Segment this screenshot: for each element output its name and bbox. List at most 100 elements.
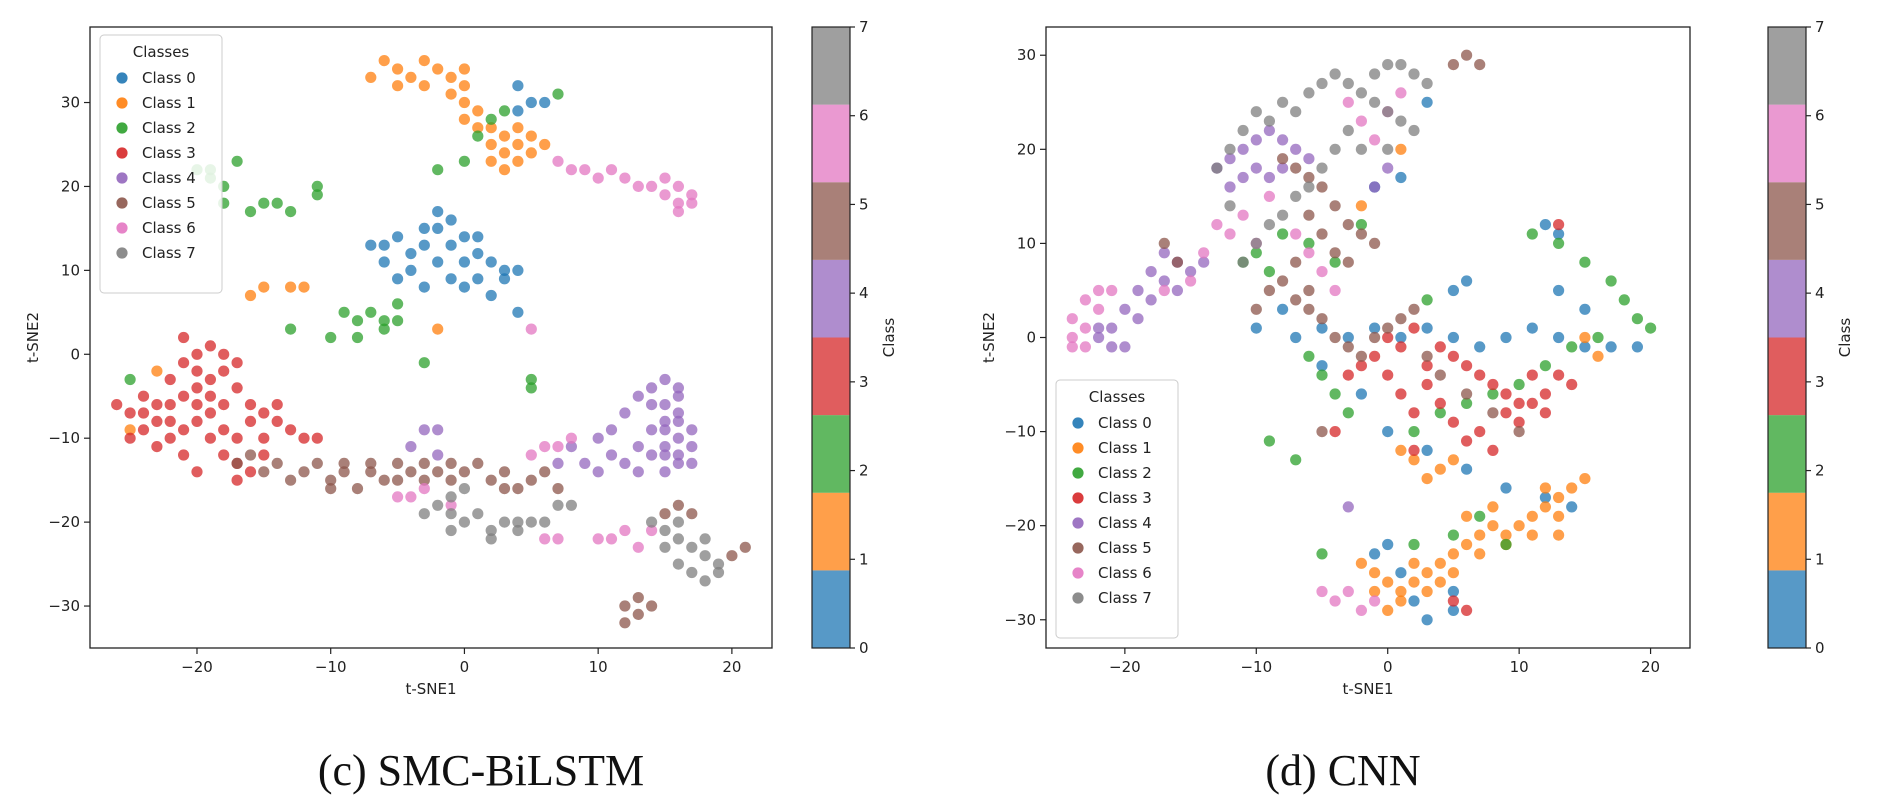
point [632, 441, 644, 453]
point [712, 558, 725, 570]
series-class-7 [1211, 59, 1433, 268]
point [1461, 397, 1473, 409]
point [432, 499, 444, 511]
legend-title: Classes [133, 43, 190, 61]
point [1237, 171, 1249, 184]
point [244, 399, 257, 411]
point [1395, 115, 1407, 127]
point [592, 533, 604, 545]
point [445, 273, 457, 285]
legend-marker [116, 122, 128, 134]
point [1329, 388, 1341, 400]
point [1487, 378, 1499, 391]
point [1369, 68, 1381, 80]
point [1158, 247, 1170, 259]
point [498, 105, 511, 117]
point [1526, 322, 1538, 334]
point [151, 441, 163, 453]
point [137, 407, 150, 419]
point [672, 197, 685, 209]
point [565, 441, 578, 453]
point [1290, 331, 1302, 344]
point [659, 415, 671, 427]
colorbar-tick-label: 4 [1815, 284, 1825, 302]
point [458, 466, 470, 478]
point [1618, 294, 1630, 306]
legend-marker [116, 247, 128, 259]
point [1119, 303, 1131, 315]
point [552, 155, 564, 167]
point [111, 399, 123, 411]
point [1579, 341, 1591, 353]
point [338, 466, 350, 478]
point [1106, 341, 1118, 353]
point [1355, 200, 1367, 212]
x-tick-label: 10 [589, 658, 608, 676]
point [445, 508, 457, 520]
legend: Classes Class 0 Class 1 Class 2 Class 3 Class… [1055, 379, 1179, 639]
point [1342, 331, 1354, 344]
point [646, 399, 658, 411]
point [418, 457, 430, 469]
point [619, 524, 631, 537]
point [672, 390, 685, 402]
point [1369, 548, 1381, 560]
point [1303, 284, 1315, 297]
point [432, 222, 444, 234]
point [378, 315, 390, 327]
point [672, 449, 685, 461]
point [672, 457, 685, 469]
point [418, 357, 430, 369]
point [525, 147, 537, 159]
point [432, 323, 444, 335]
point [1382, 369, 1394, 381]
point [1369, 595, 1381, 607]
legend-entry: Class 2 [1098, 464, 1152, 482]
point [1434, 341, 1446, 353]
legend-entry: Class 6 [142, 219, 196, 237]
x-tick-label: −20 [1109, 658, 1141, 676]
colorbar-segment [1768, 570, 1806, 648]
point [525, 323, 537, 335]
point [1461, 463, 1473, 475]
point [418, 474, 430, 486]
point [378, 256, 390, 268]
point [151, 399, 163, 411]
point [525, 516, 537, 528]
point [1237, 256, 1249, 268]
point [1355, 557, 1367, 569]
legend-entry: Class 5 [1098, 539, 1152, 557]
point [1461, 538, 1473, 551]
point [579, 457, 591, 469]
point [512, 264, 524, 276]
series-class-2 [1237, 219, 1657, 560]
point [458, 231, 470, 243]
point [485, 113, 497, 125]
chart-cnn: −20 −10 0 10 20−30−20−100102030t-SNE1t-SNE2C… [980, 18, 1854, 698]
point [672, 206, 685, 218]
point [1290, 228, 1302, 240]
series-class-0 [365, 80, 551, 318]
point [1277, 275, 1289, 287]
point [472, 273, 484, 285]
colorbar-label: Class [880, 318, 898, 358]
point [1382, 331, 1394, 344]
point [271, 197, 283, 209]
point [1447, 59, 1459, 71]
point [1316, 228, 1328, 240]
point [619, 407, 631, 419]
point [1369, 567, 1381, 579]
figure-caption: (c) SMC-BiLSTM [318, 746, 644, 795]
point [311, 457, 323, 469]
point [485, 524, 497, 537]
point [512, 516, 524, 528]
point [285, 323, 297, 335]
point [1395, 313, 1407, 325]
point [1395, 388, 1407, 400]
point [1408, 454, 1420, 466]
point [485, 155, 497, 167]
point [258, 432, 270, 444]
point [392, 457, 404, 469]
point [686, 424, 698, 436]
